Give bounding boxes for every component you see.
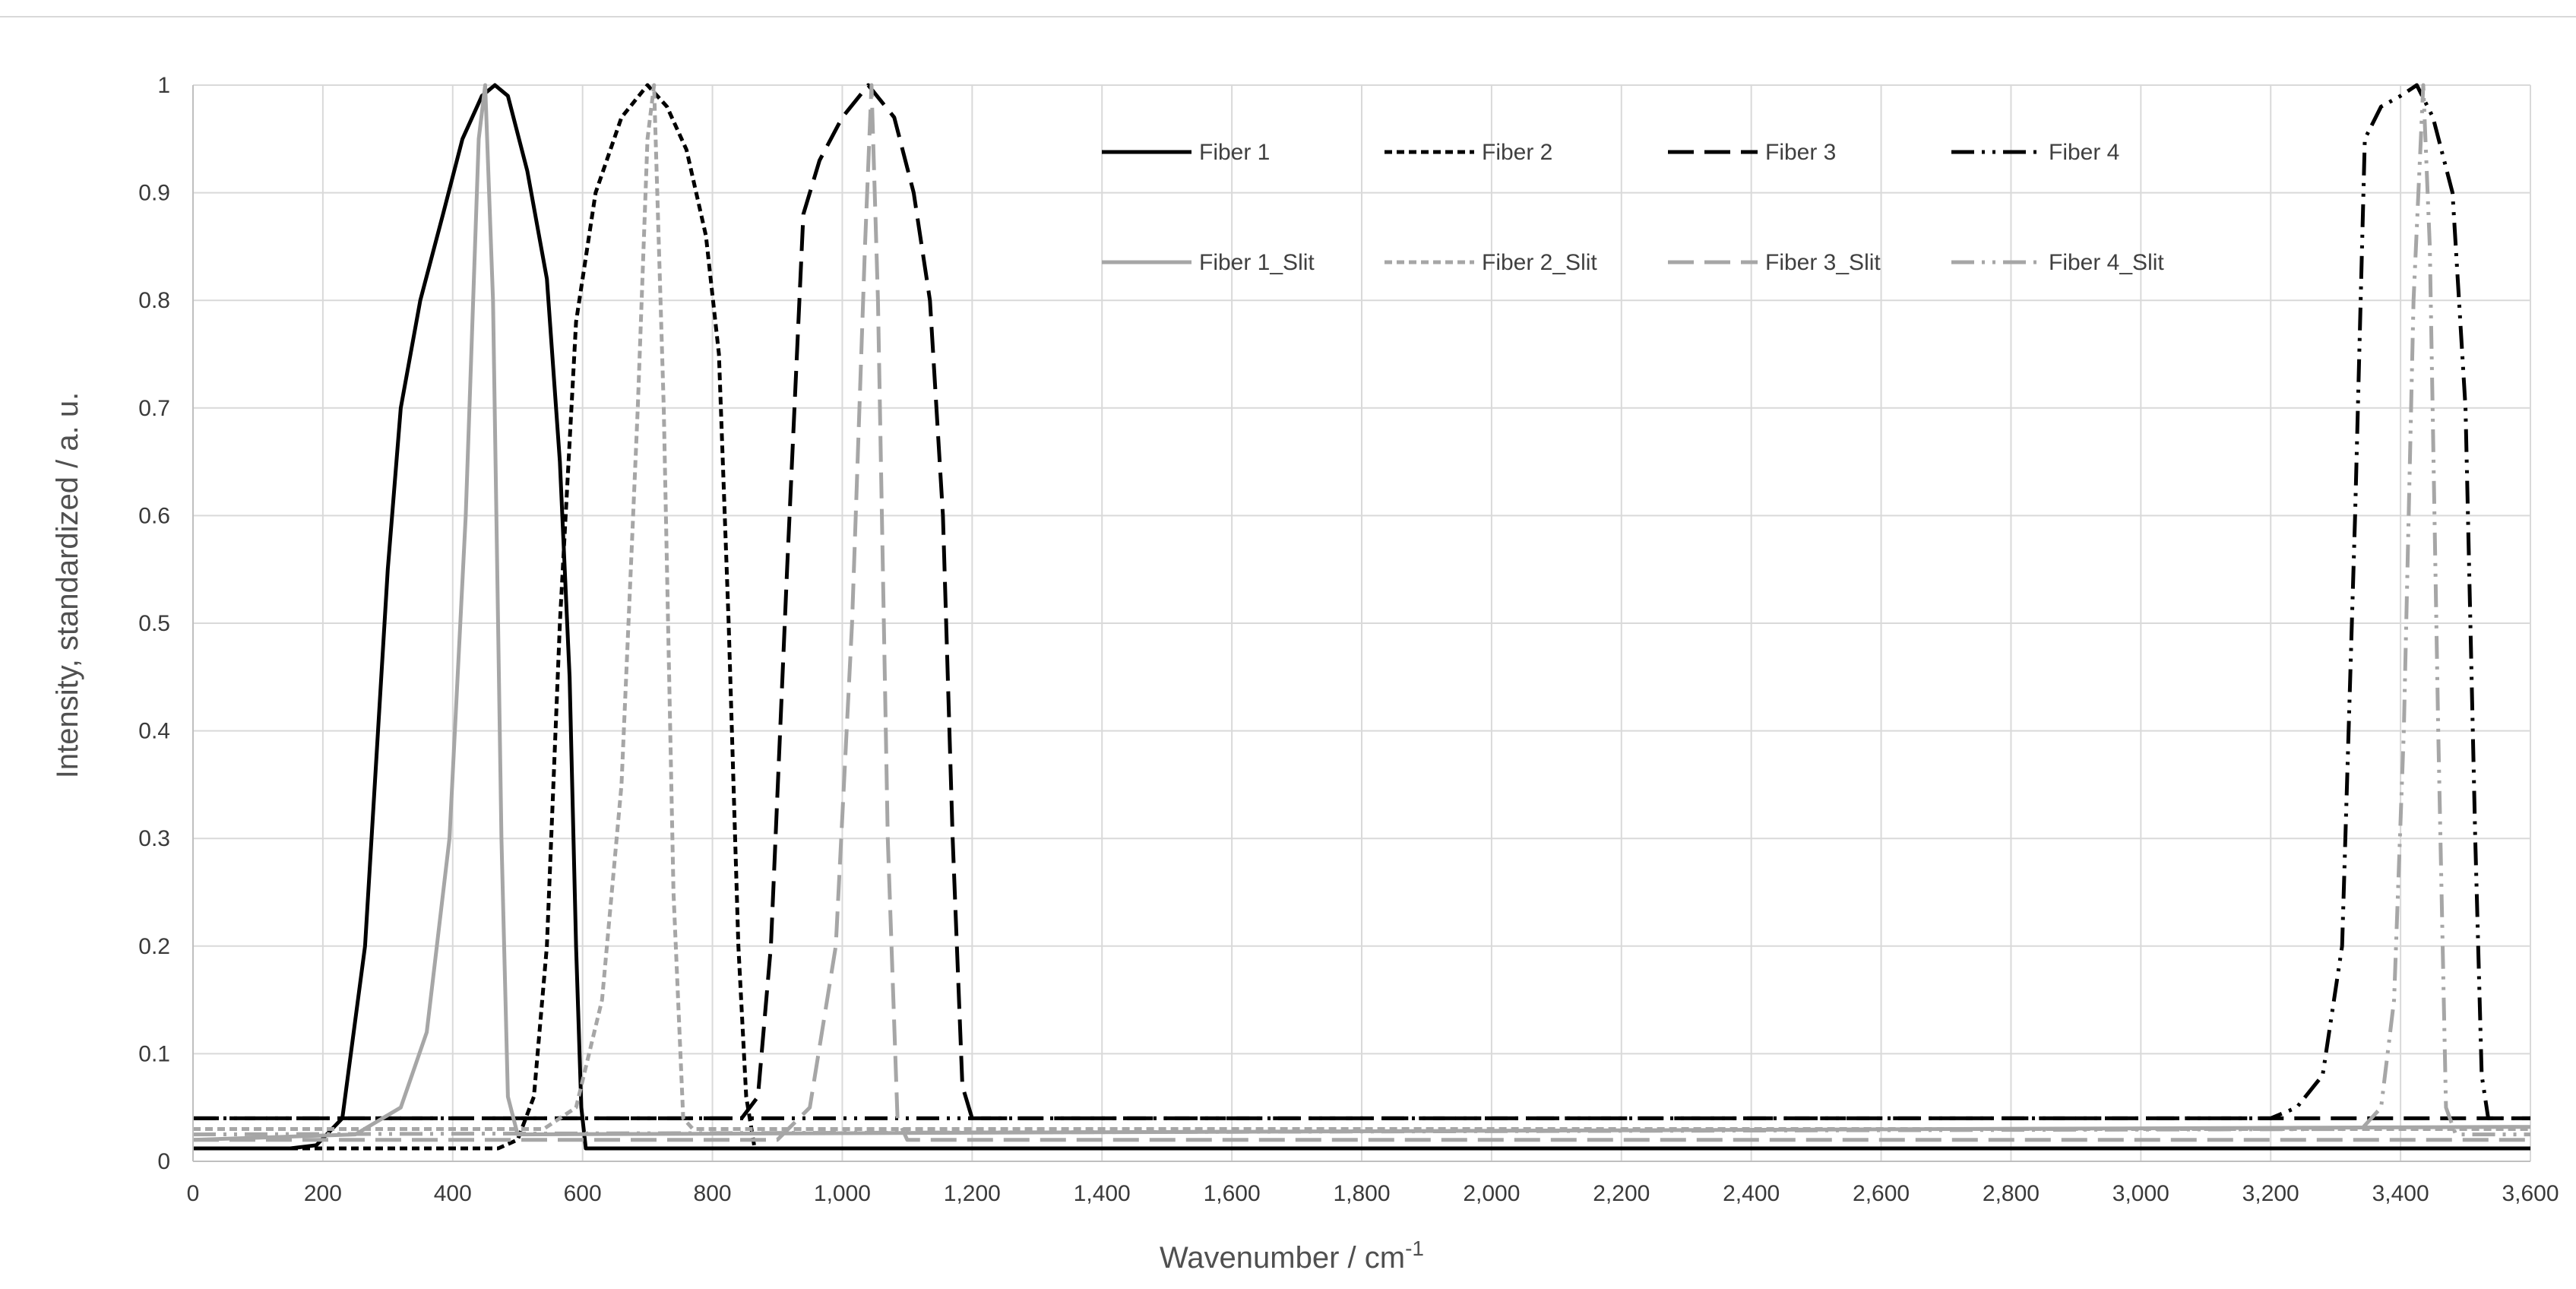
legend: Fiber 1 Fiber 2 Fiber 3 Fiber 4 Fiber 1_Slit… (1102, 140, 2164, 275)
legend-label: Fiber 4_Slit (2049, 250, 2164, 275)
y-axis-title: Intensity, standardized / a. u. (51, 392, 84, 778)
x-tick-label: 400 (434, 1181, 472, 1206)
series-line-5 (192, 83, 2531, 1142)
series-lines (192, 83, 2531, 1151)
y-tick-label: 0.1 (138, 1041, 170, 1066)
x-tick-label: 2,200 (1593, 1181, 1650, 1206)
legend-label: Fiber 1 (1199, 140, 1270, 165)
x-tick-label: 2,800 (1983, 1181, 2040, 1206)
x-tick-label: 1,200 (944, 1181, 1001, 1206)
y-tick-label: 0.2 (138, 934, 170, 959)
y-tick-label: 0.7 (138, 396, 170, 421)
y-tick-label: 0 (157, 1149, 170, 1174)
gridlines (193, 84, 2531, 1161)
series-line-2 (193, 83, 2530, 1151)
x-tick-label: 600 (564, 1181, 602, 1206)
legend-label: Fiber 4 (2049, 140, 2119, 165)
y-tick-label: 0.3 (138, 826, 170, 851)
x-tick-label: 3,000 (2112, 1181, 2169, 1206)
series-line-4 (193, 83, 2530, 1120)
axes: 0 200 400 600 800 1,000 1,200 1,400 1,600 1,800 2,… (138, 73, 2559, 1206)
x-axis-title: Wavenumber / cm-1 (1160, 1237, 1424, 1275)
x-tick-label: 3,600 (2502, 1181, 2559, 1206)
legend-label: Fiber 3_Slit (1765, 250, 1881, 275)
x-tick-label: 2,000 (1463, 1181, 1520, 1206)
x-tick-label: 1,000 (814, 1181, 871, 1206)
x-tick-label: 1,800 (1333, 1181, 1390, 1206)
legend-label: Fiber 1_Slit (1199, 250, 1315, 275)
x-tick-label: 2,600 (1853, 1181, 1910, 1206)
legend-label: Fiber 2_Slit (1482, 250, 1597, 275)
x-tick-label: 1,400 (1074, 1181, 1131, 1206)
x-tick-label: 800 (694, 1181, 732, 1206)
y-tick-label: 0.6 (138, 503, 170, 528)
y-tick-label: 0.8 (138, 288, 170, 313)
series-line-1 (193, 83, 2530, 1151)
series-line-6 (193, 83, 2530, 1131)
legend-label: Fiber 2 (1482, 140, 1552, 165)
series-line-7 (193, 83, 2530, 1142)
series-line-8 (192, 83, 2530, 1137)
series-line-3 (193, 83, 2530, 1120)
y-tick-label: 0.4 (138, 719, 170, 744)
x-tick-label: 3,200 (2242, 1181, 2299, 1206)
x-tick-label: 3,400 (2372, 1181, 2429, 1206)
x-tick-label: 2,400 (1723, 1181, 1780, 1206)
x-tick-label: 0 (187, 1181, 200, 1206)
legend-label: Fiber 3 (1765, 140, 1836, 165)
y-tick-label: 0.9 (138, 181, 170, 206)
x-tick-label: 1,600 (1204, 1181, 1261, 1206)
y-tick-label: 0.5 (138, 611, 170, 636)
y-tick-label: 1 (157, 73, 170, 98)
x-tick-label: 200 (304, 1181, 342, 1206)
